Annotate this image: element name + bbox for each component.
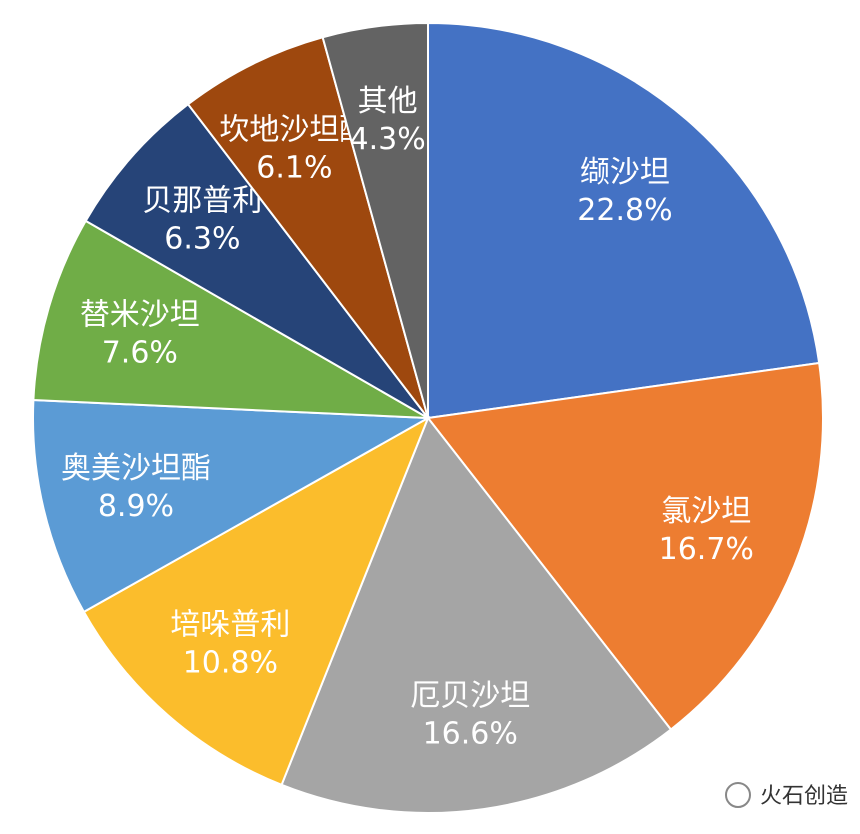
slice-label: 贝那普利 bbox=[142, 183, 262, 218]
pie-slice bbox=[32, 398, 432, 614]
slice-value-label: 4.3% bbox=[350, 122, 426, 157]
slice-value-label: 8.9% bbox=[98, 489, 174, 524]
pie-slice bbox=[427, 21, 821, 420]
slice-value-label: 22.8% bbox=[577, 193, 672, 228]
slice-label: 培哚普利 bbox=[170, 607, 290, 642]
slice-value-label: 6.1% bbox=[256, 151, 332, 186]
slice-label: 奥美沙坦酯 bbox=[61, 451, 211, 486]
watermark: 火石创造 bbox=[725, 782, 848, 809]
pie-slice bbox=[32, 219, 429, 419]
watermark-icon bbox=[725, 782, 751, 808]
pie-slice bbox=[280, 416, 673, 814]
slice-value-label: 16.6% bbox=[423, 717, 518, 752]
pie-slice bbox=[321, 21, 429, 419]
slice-value-label: 10.8% bbox=[183, 645, 278, 680]
pie-slice bbox=[84, 102, 429, 419]
slice-value-label: 16.7% bbox=[659, 532, 754, 567]
watermark-text: 火石创造 bbox=[760, 784, 848, 809]
pie-slice bbox=[82, 415, 430, 787]
slice-value-label: 6.3% bbox=[164, 221, 240, 256]
slice-label: 缬沙坦 bbox=[580, 155, 670, 190]
slice-label: 厄贝沙坦 bbox=[410, 679, 530, 714]
pie-slice bbox=[186, 36, 429, 419]
slice-label: 氯沙坦 bbox=[661, 494, 751, 529]
slice-label: 其他 bbox=[358, 84, 418, 119]
slice-value-label: 7.6% bbox=[102, 335, 178, 370]
pie-slice bbox=[426, 361, 824, 731]
slice-label: 替米沙坦 bbox=[80, 297, 200, 332]
